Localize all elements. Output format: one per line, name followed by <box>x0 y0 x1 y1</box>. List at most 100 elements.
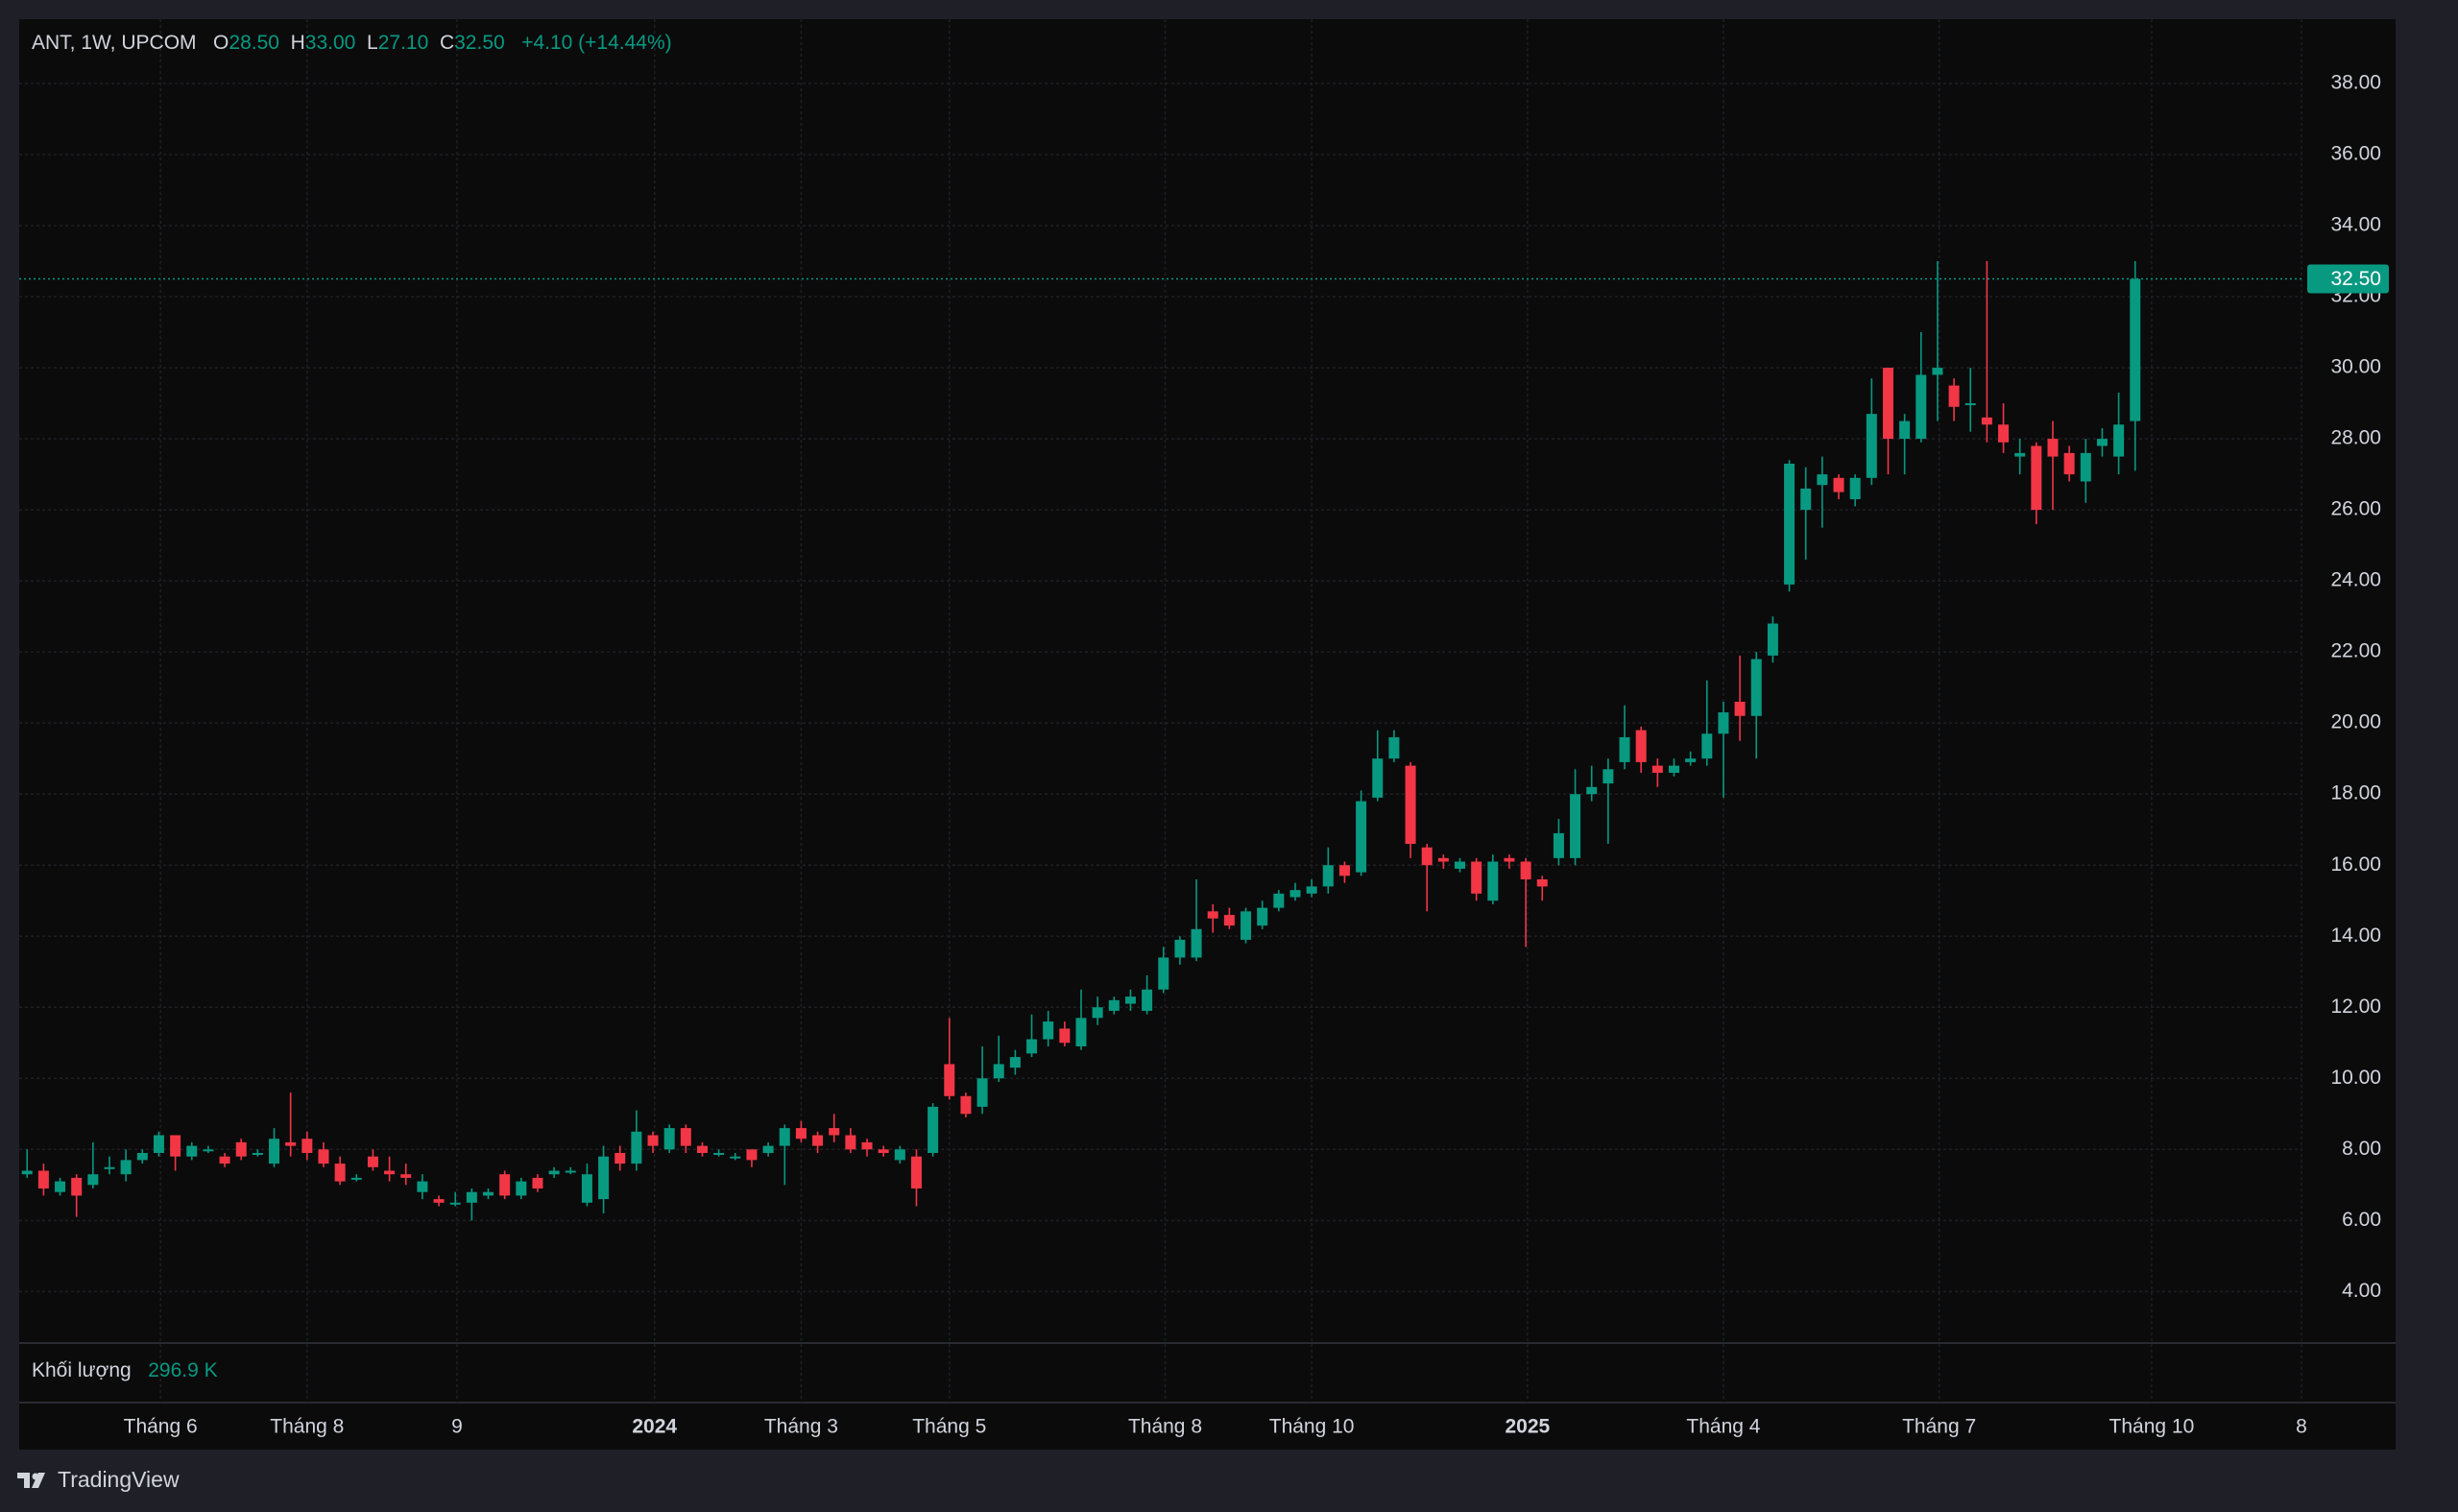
change: +4.10 (+14.44%) <box>521 32 672 54</box>
candle-body <box>1241 911 1252 940</box>
candle-body <box>944 1064 955 1096</box>
candle-body <box>746 1149 758 1161</box>
footer[interactable]: TradingView <box>17 1467 180 1493</box>
candle-body <box>1784 463 1795 585</box>
candle-body <box>1520 861 1531 880</box>
candle-body <box>301 1139 313 1153</box>
y-tick-label: 24.00 <box>2330 569 2381 591</box>
candle-body <box>400 1174 412 1178</box>
candle-body <box>1619 736 1630 762</box>
candle-body <box>350 1177 362 1180</box>
candle-body <box>1849 477 1861 500</box>
candle-body <box>2031 445 2042 511</box>
candle-body <box>1504 857 1515 862</box>
x-tick-label: Tháng 8 <box>1128 1416 1202 1438</box>
candle-body <box>285 1141 297 1146</box>
candle-body <box>1701 733 1713 759</box>
legend-header: ANT, 1W, UPCOM O28.50 H33.00 L27.10 C32.… <box>32 32 672 55</box>
y-tick-label: 12.00 <box>2330 996 2381 1018</box>
candle-body <box>1322 865 1334 887</box>
candle-body <box>1866 414 1877 478</box>
candle-body <box>1388 736 1400 759</box>
x-tick-label: Tháng 4 <box>1686 1416 1760 1438</box>
candle-body <box>483 1191 494 1196</box>
candle-body <box>2113 424 2125 457</box>
candle-body <box>1651 765 1663 773</box>
ohlc: O28.50 H33.00 L27.10 C32.50 <box>213 32 516 54</box>
candle-body <box>367 1156 378 1167</box>
candle-body <box>1800 488 1812 511</box>
last-price-tag <box>2307 264 2389 294</box>
candle-body <box>1257 907 1268 926</box>
candle-body <box>1207 911 1218 919</box>
x-tick-label: Tháng 10 <box>2109 1416 2195 1438</box>
candle-body <box>1026 1039 1038 1054</box>
candle-body <box>1142 989 1153 1011</box>
candle-body <box>631 1131 642 1164</box>
candle-body <box>104 1166 115 1169</box>
candle-body <box>1603 769 1614 784</box>
y-tick-label: 36.00 <box>2330 143 2381 165</box>
candle-body <box>1635 730 1647 762</box>
candle-body <box>170 1135 181 1157</box>
y-tick-label: 28.00 <box>2330 427 2381 449</box>
candle-body <box>1223 915 1235 926</box>
candle-body <box>1668 765 1679 773</box>
candle-body <box>120 1160 132 1175</box>
x-tick-label: 8 <box>2296 1416 2307 1438</box>
candle-body <box>730 1156 741 1159</box>
candle-body <box>1948 385 1960 407</box>
candle-body <box>1124 996 1136 1004</box>
ohlc-value: 32.50 <box>454 32 505 54</box>
candle-body <box>71 1177 83 1196</box>
candle-body <box>1059 1028 1071 1044</box>
x-tick-label: Tháng 3 <box>764 1416 838 1438</box>
candle-body <box>1570 794 1581 858</box>
x-tick-label: 9 <box>451 1416 463 1438</box>
candle-body <box>87 1174 99 1186</box>
y-tick-label: 16.00 <box>2330 853 2381 876</box>
candle-body <box>1685 758 1697 762</box>
candle-body <box>1421 847 1433 866</box>
y-tick-label: 14.00 <box>2330 924 2381 947</box>
candle-body <box>680 1128 691 1146</box>
symbol[interactable]: ANT, 1W, UPCOM <box>32 32 197 54</box>
y-tick-label: 22.00 <box>2330 640 2381 662</box>
y-tick-label: 4.00 <box>2342 1280 2381 1302</box>
candle-body <box>136 1152 148 1161</box>
x-tick-label: Tháng 7 <box>1902 1416 1976 1438</box>
candle-body <box>186 1145 198 1157</box>
candle-body <box>466 1191 477 1203</box>
candle-body <box>1191 928 1202 958</box>
logo <box>17 1472 45 1488</box>
volume-label: Khối lượng <box>32 1359 132 1381</box>
candle-body <box>565 1170 576 1173</box>
x-tick-label: 2024 <box>632 1416 677 1438</box>
candle-body <box>581 1174 592 1203</box>
y-tick-label: 20.00 <box>2330 711 2381 733</box>
y-tick-label: 8.00 <box>2342 1138 2381 1160</box>
candle-body <box>894 1149 905 1161</box>
candle-body <box>1487 861 1499 901</box>
ohlc-value: 28.50 <box>229 32 279 54</box>
candle-body <box>829 1128 840 1136</box>
candle-body <box>1158 957 1169 990</box>
candle-body <box>960 1095 972 1115</box>
y-tick-label: 18.00 <box>2330 782 2381 804</box>
candle-body <box>1075 1018 1087 1046</box>
candle-body <box>795 1128 807 1140</box>
y-tick-label: 6.00 <box>2342 1209 2381 1231</box>
candle-body <box>1471 861 1482 894</box>
y-tick-label: 26.00 <box>2330 498 2381 520</box>
candle-body <box>976 1078 988 1107</box>
candle-body <box>1981 417 1992 425</box>
candle-body <box>1372 758 1384 798</box>
candle-body <box>1817 474 1828 486</box>
x-tick-label: Tháng 8 <box>270 1416 344 1438</box>
y-tick-label: 38.00 <box>2330 72 2381 94</box>
x-tick-label: Tháng 10 <box>1269 1416 1355 1438</box>
candle-body <box>928 1106 939 1153</box>
y-tick-label: 34.00 <box>2330 214 2381 236</box>
